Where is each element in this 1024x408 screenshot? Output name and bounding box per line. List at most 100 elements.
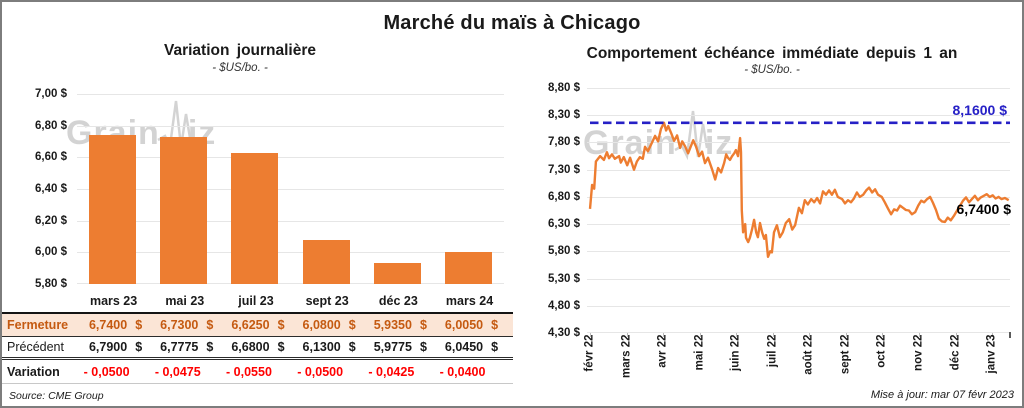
line-chart-y-axis: 8,80 $ 8,30 $ 7,80 $ 7,30 $ 6,80 $ 6,30 $ 5,80… (526, 2, 582, 347)
line-chart-title: Comportement échéance immédiate depuis 1… (586, 45, 958, 62)
x-tick-label: août 22 (802, 334, 815, 375)
value-number: 5,9775 (373, 340, 412, 354)
x-tick-label: janv 23 (985, 334, 998, 374)
x-tick-mark (663, 333, 665, 337)
price-line (588, 121, 1010, 259)
line-chart-plot (587, 88, 1010, 333)
month-header-cell: sept 23 (305, 293, 349, 308)
gridline (587, 196, 1010, 198)
y-tick-label: 5,80 $ (35, 278, 67, 290)
bar-chart-plot (77, 94, 504, 284)
y-tick-label: 4,30 $ (548, 327, 580, 339)
value-number: 6,7775 (160, 340, 199, 354)
row-label: Variation (7, 364, 60, 379)
month-header-cell: mai 23 (165, 293, 205, 308)
value-cell: - 0,0400 (439, 364, 486, 379)
gridline (587, 142, 1010, 144)
y-tick-label: 7,00 $ (35, 88, 67, 100)
month-header-cell: juil 23 (238, 293, 274, 308)
x-tick-mark (845, 333, 847, 337)
y-tick-label: 7,30 $ (548, 163, 580, 176)
currency-sign: $ (348, 340, 356, 354)
value-cell: 6,6250 $ (220, 318, 291, 332)
gridline (77, 220, 504, 222)
bar-juil-23 (231, 153, 279, 284)
y-tick-label: 4,80 $ (548, 299, 580, 312)
bar-mai-23 (160, 136, 208, 284)
gridline (77, 157, 504, 159)
value-cell: 6,0450 $ (434, 340, 505, 354)
y-tick-label: 6,40 $ (35, 183, 67, 195)
gridline (77, 252, 504, 254)
value-cell: - 0,0500 (83, 364, 130, 379)
last-price-label: 6,7400 $ (956, 201, 1012, 217)
x-tick-mark (955, 333, 957, 337)
currency-sign: $ (491, 340, 499, 354)
x-tick-label: avr 22 (656, 334, 669, 368)
value-number: 6,7400 (88, 318, 128, 332)
bar-mars-23 (89, 135, 137, 284)
gridline (77, 189, 504, 190)
currency-sign: $ (135, 318, 143, 332)
x-tick-label: mai 22 (693, 334, 706, 371)
row-label: Fermeture (7, 318, 69, 332)
value-number: 6,0450 (444, 340, 484, 354)
currency-sign: $ (206, 318, 214, 332)
update-note: Mise à jour: mar 07 févr 2023 (870, 389, 1014, 401)
value-cell: 6,0800 $ (292, 318, 363, 332)
table-header-row: mars 23 mai 23 juil 23 sept 23 déc 23 mars 24 (2, 289, 513, 314)
table-row-fermeture: Fermeture 6,7400 $6,7300 $6,6250 $6,0800 $5,9… (2, 314, 513, 337)
gridline (587, 169, 1010, 171)
value-cell: 6,7400 $ (78, 318, 149, 332)
source-note: Source: CME Group (9, 390, 104, 402)
bar-chart-title: Variation journalière (163, 42, 317, 59)
x-tick-mark (772, 333, 774, 337)
row-label: Précédent (7, 340, 64, 354)
x-tick-mark (809, 333, 811, 337)
bar-chart-y-axis: 7,00 $ 6,80 $ 6,60 $ 6,40 $ 6,20 $ 6,00 $ 5,80… (2, 2, 69, 302)
table-row-variation: Variation - 0,0500 - 0,0475 - 0,0550 - 0,050… (2, 360, 513, 384)
value-cell: 6,7900 $ (78, 340, 149, 354)
watermark-spike-icon (157, 100, 191, 150)
gridline (77, 94, 504, 95)
value-number: 5,9350 (373, 318, 412, 332)
value-number: 6,0050 (444, 318, 484, 332)
currency-sign: $ (135, 340, 143, 354)
value-cell: - 0,0425 (368, 364, 415, 379)
bar-sept-23 (302, 239, 350, 284)
value-number: 6,6800 (231, 340, 270, 354)
x-tick-label: déc 22 (949, 334, 961, 371)
x-tick-label: sept 22 (839, 334, 852, 375)
x-tick-label: févr 22 (583, 334, 596, 372)
y-tick-label: 5,30 $ (548, 272, 580, 285)
gridline (587, 88, 1010, 89)
x-tick-mark (992, 333, 994, 337)
value-cell: - 0,0500 (297, 364, 344, 379)
currency-sign: $ (419, 340, 427, 354)
value-cell: 6,6800 $ (220, 340, 291, 354)
bar-mars-24 (444, 251, 492, 284)
table-row-precedent: Précédent 6,7900 $ 6,7775 $6,6800 $6,1300 $ 5,9… (2, 337, 513, 360)
page-title: Marché du maïs à Chicago (383, 12, 641, 34)
month-header-cell: mars 24 (445, 293, 494, 308)
gridline (587, 278, 1010, 280)
value-cell: 5,9350 $ (363, 318, 434, 332)
y-tick-label: 8,80 $ (548, 82, 580, 94)
x-tick-label: juin 22 (729, 334, 742, 371)
month-header-cell: mars 23 (89, 293, 138, 308)
x-tick-mark (918, 333, 920, 337)
x-tick-label: oct 22 (875, 334, 888, 368)
currency-sign: $ (277, 340, 285, 354)
y-tick-label: 6,00 $ (35, 246, 67, 259)
x-tick-mark (626, 333, 628, 337)
futures-table: mars 23 mai 23 juil 23 sept 23 déc 23 mars 24… (2, 289, 513, 384)
value-cell: - 0,0475 (154, 364, 201, 379)
x-tick-mark (736, 333, 738, 337)
x-axis-end-tick (1009, 332, 1011, 338)
yearly-high-label: 8,1600 $ (952, 102, 1008, 118)
value-number: 6,0800 (302, 318, 341, 332)
value-cell: 6,1300 $ (292, 340, 363, 354)
currency-sign: $ (419, 318, 427, 332)
x-tick-label: nov 22 (912, 334, 925, 371)
y-tick-label: 6,60 $ (35, 151, 67, 164)
